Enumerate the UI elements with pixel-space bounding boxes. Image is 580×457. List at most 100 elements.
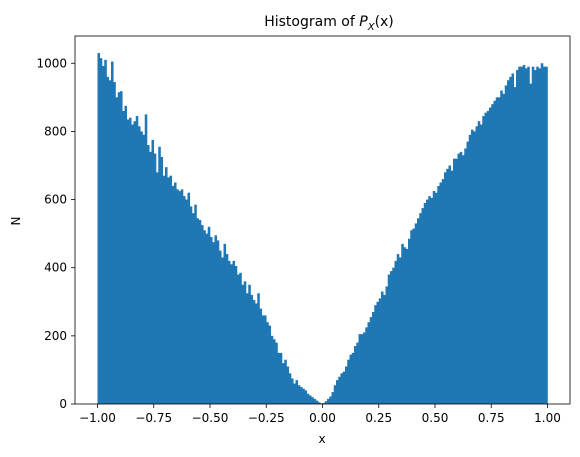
histogram-bar [331,392,335,404]
histogram-bar [214,235,218,404]
histogram-bar [286,366,290,404]
histogram-bar [295,380,299,404]
x-tick-label: −1.00 [79,411,116,425]
histogram-bar [275,342,278,404]
x-tick-label: 0.50 [422,411,449,425]
histogram-bar [356,342,359,404]
histogram-bar [520,66,524,405]
histogram-bar [189,206,193,404]
histogram-bar [266,322,269,404]
histogram-bar [394,260,398,404]
histogram-bar [300,386,303,404]
histogram-bar [99,58,103,405]
histogram-bar [216,240,220,404]
histogram-bar [471,129,474,404]
histogram-bar [178,191,182,404]
histogram-bar [504,85,508,404]
histogram-bar [246,293,249,404]
histogram-bar [423,202,427,404]
histogram-bar [219,250,222,404]
histogram-bar [396,254,400,404]
histogram-bar [302,388,305,404]
histogram-bar [228,260,231,404]
histogram-bar [376,301,380,404]
histogram-bar [167,177,170,404]
histogram-bar [529,83,533,404]
histogram-bar [203,230,206,404]
histogram-bar [502,93,506,404]
histogram-bar [113,82,116,404]
histogram-bar [417,218,420,404]
histogram-bar [291,378,294,404]
histogram-bar [297,385,301,404]
histogram-bar [165,167,168,404]
histogram-bar [459,151,463,404]
histogram-bar [156,172,159,404]
histogram-bar [185,199,188,404]
histogram-bar [313,398,317,404]
x-tick-label: −0.50 [192,411,229,425]
y-ticks: 0 200 400 600 800 1000 [36,56,75,411]
y-tick-label: 800 [44,124,67,138]
histogram-bar [205,233,209,404]
histogram-bar [428,196,431,404]
histogram-bar [270,335,274,404]
histogram-bar [383,294,386,404]
histogram-bar [284,359,287,404]
histogram-bar [509,76,512,404]
histogram-bar [329,396,332,404]
histogram-bar [518,66,521,405]
histogram-bar [462,155,465,404]
histogram-bar [365,327,368,404]
histogram-bar [122,110,125,405]
histogram-bar [333,385,337,404]
histogram-bar [534,70,537,405]
histogram-bar [473,131,476,404]
histogram-bar [194,204,197,404]
y-tick-label: 400 [44,261,67,275]
histogram-bar [180,189,184,404]
histogram-bar [315,400,319,404]
histogram-bar [264,315,267,404]
histogram-bar [102,65,105,405]
histogram-bar [111,61,114,405]
histogram-bar [135,116,139,405]
histogram-bar [198,220,202,404]
histogram-bar [405,248,409,404]
histogram-bar [369,317,373,404]
histogram-bar [419,213,422,404]
histogram-bar [187,192,191,404]
histogram-bar [387,274,391,404]
histogram-bar [444,172,447,404]
histogram-bar [403,247,407,404]
histogram-bar [248,284,251,404]
histogram-bar [414,223,418,404]
histogram-bar [453,158,456,404]
histogram-bar [108,80,112,404]
y-tick-label: 0 [59,397,67,411]
histogram-bar [133,121,137,405]
y-tick-label: 600 [44,193,67,207]
histogram-bar [268,325,272,404]
histogram-bar [207,226,211,404]
histogram-bar [500,90,503,404]
histogram-bar [367,322,371,404]
histogram-bar [340,373,344,404]
histogram-bar [309,395,312,404]
histogram-bar [545,66,548,405]
histogram-bar [232,260,236,404]
histogram-bar [124,105,128,404]
histogram-bar [183,196,186,404]
histogram-bar [288,373,292,404]
histogram-bar [410,230,413,404]
histogram-bar [149,151,152,404]
x-tick-label: −0.25 [248,411,285,425]
histogram-bar [104,59,107,404]
histogram-bar [225,254,229,404]
x-tick-label: 1.00 [534,411,561,425]
histogram-bar [477,121,481,405]
histogram-bar [439,182,443,404]
x-tick-label: 0.75 [478,411,505,425]
histogram-bar [243,281,247,404]
histogram-bar [363,332,366,404]
